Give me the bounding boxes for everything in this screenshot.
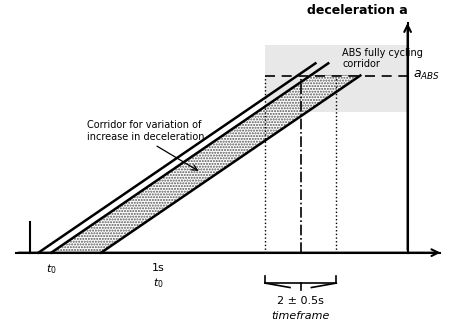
Text: timeframe: timeframe (272, 311, 330, 321)
Polygon shape (51, 76, 360, 253)
Text: ABS fully cycling
corridor: ABS fully cycling corridor (342, 48, 423, 69)
Bar (265, 45, 408, 111)
Text: $t_0$: $t_0$ (46, 263, 57, 276)
Text: deceleration a: deceleration a (307, 5, 408, 17)
Text: 1s: 1s (152, 263, 164, 273)
Text: $a_{ABS}$: $a_{ABS}$ (413, 69, 440, 82)
Text: Corridor for variation of
increase in deceleration: Corridor for variation of increase in de… (87, 120, 205, 142)
Text: $t_0$: $t_0$ (153, 276, 164, 290)
Text: 2 ± 0.5s: 2 ± 0.5s (277, 296, 324, 306)
